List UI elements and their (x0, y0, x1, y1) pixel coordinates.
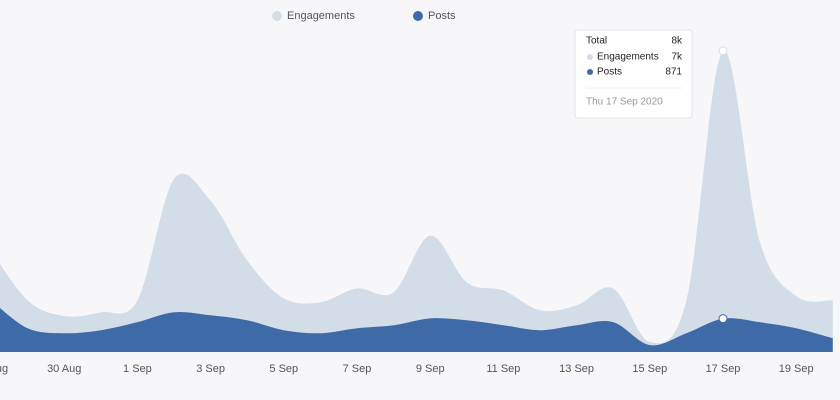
x-tick-label: 7 Sep (343, 363, 372, 375)
legend-swatch (272, 11, 282, 21)
x-tick-label: 11 Sep (486, 363, 520, 375)
x-tick-label: 28 Aug (0, 363, 8, 375)
tooltip-value: 871 (665, 67, 682, 78)
x-tick-label: 9 Sep (416, 363, 445, 375)
x-tick-label: 1 Sep (123, 363, 152, 375)
hover-point (718, 314, 728, 324)
tooltip-total: 8k (671, 36, 683, 47)
x-tick-label: 15 Sep (632, 363, 667, 375)
tooltip-box (574, 29, 693, 119)
x-tick-label: 5 Sep (269, 363, 298, 375)
tooltip-series: Engagements (597, 52, 659, 63)
x-tick-label: 17 Sep (706, 363, 741, 375)
x-tick-label: 19 Sep (779, 363, 814, 375)
legend-label[interactable]: Posts (428, 10, 456, 22)
tooltip-value: 7k (671, 52, 683, 63)
tooltip: Total 8k Engagements 7k Posts 871 Thu 17… (574, 29, 693, 119)
area (0, 50, 833, 346)
tooltip-swatch (587, 69, 593, 75)
tooltip-series: Posts (597, 67, 622, 78)
legend-label[interactable]: Engagements (287, 10, 355, 22)
x-tick-label: 13 Sep (559, 363, 594, 375)
legend: Engagements Posts (272, 10, 456, 22)
hover-point (718, 46, 728, 56)
tooltip-date: Thu 17 Sep 2020 (586, 97, 663, 108)
x-tick-label: 30 Aug (47, 363, 81, 375)
tooltip-swatch (587, 54, 593, 60)
plot: 28 Aug 30 Aug 1 Sep 3 Sep 5 Sep 7 Sep 9 Sep 11 … (0, 46, 833, 375)
area (0, 308, 833, 352)
legend-swatch (413, 11, 423, 21)
x-tick-label: 3 Sep (196, 363, 225, 375)
tooltip-total-label: Total (586, 36, 607, 47)
